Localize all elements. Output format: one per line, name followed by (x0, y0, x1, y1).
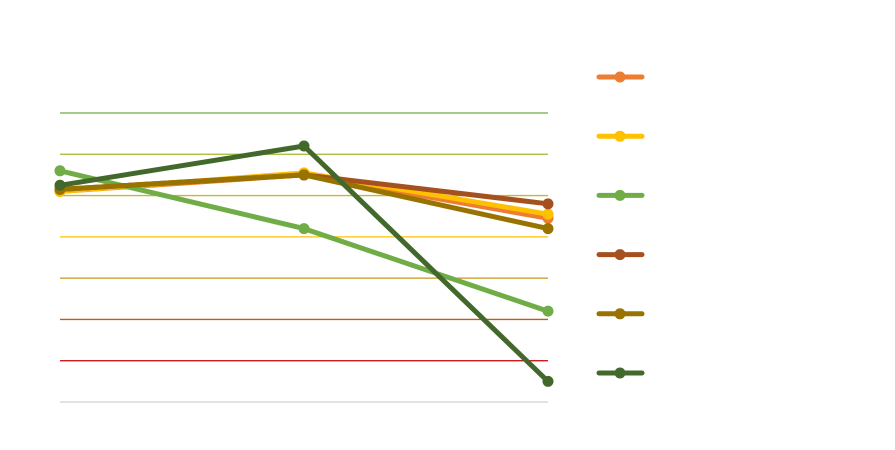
data-point (542, 208, 554, 220)
series-6 (54, 140, 554, 387)
legend-swatch-marker (614, 308, 626, 320)
data-point (298, 169, 310, 181)
series-line (57, 168, 551, 314)
data-point (542, 198, 554, 210)
series-3 (54, 165, 554, 317)
legend-swatch-marker (614, 189, 626, 201)
legend-item (596, 367, 645, 379)
legend-item (596, 189, 645, 201)
legend-swatch-marker (614, 249, 626, 261)
data-point (298, 223, 310, 235)
legend-item (596, 249, 645, 261)
data-point (54, 179, 66, 191)
legend-swatch-marker (614, 130, 626, 142)
legend (596, 71, 645, 379)
data-point (542, 375, 554, 387)
series-lines (54, 140, 554, 387)
legend-item (596, 130, 645, 142)
legend-swatch-marker (614, 71, 626, 83)
gridlines (60, 112, 548, 403)
data-point (542, 305, 554, 317)
data-point (542, 223, 554, 235)
legend-item (596, 308, 645, 320)
data-point (298, 140, 310, 152)
series-line (57, 143, 551, 384)
data-point (54, 165, 66, 177)
legend-item (596, 71, 645, 83)
legend-swatch-marker (614, 367, 626, 379)
